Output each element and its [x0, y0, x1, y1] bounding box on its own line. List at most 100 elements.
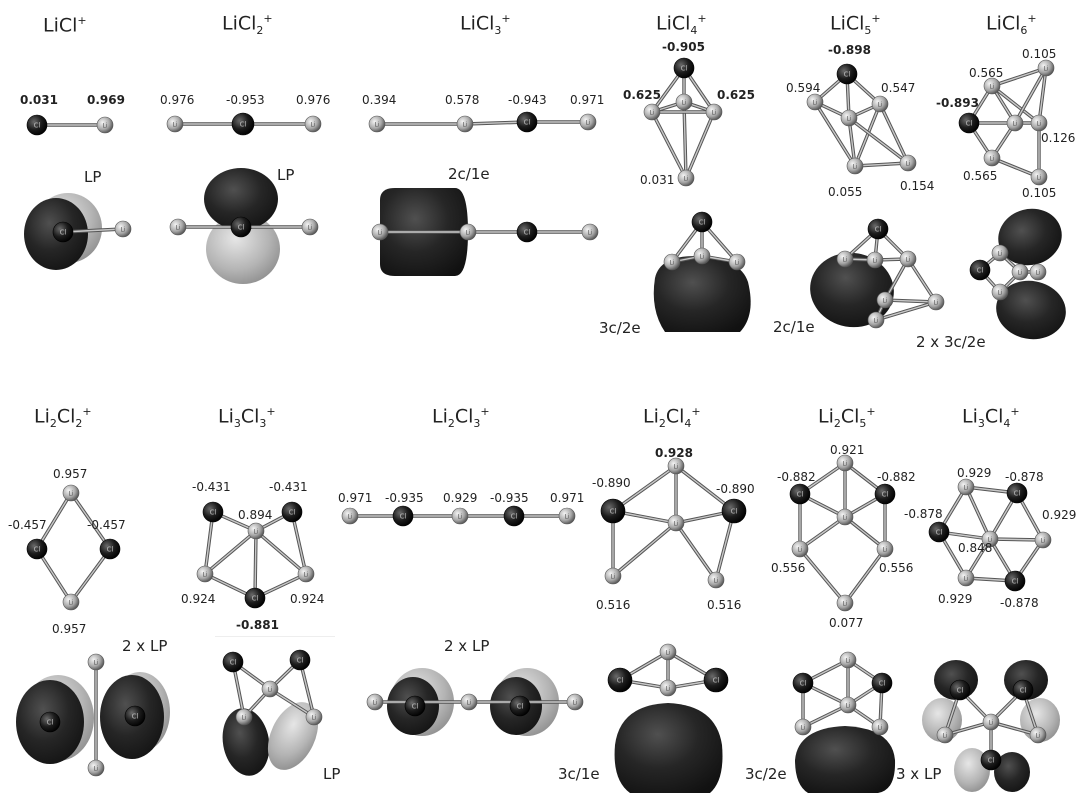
title-licl2: LiCl2+	[222, 12, 273, 38]
chlorine-symbol: Cl	[240, 121, 247, 129]
orbital-lobe	[222, 708, 270, 776]
bond-highlight	[70, 492, 111, 550]
chlorine-atom	[222, 651, 244, 673]
chlorine-atom	[1004, 570, 1026, 592]
charge-label: 0.976	[160, 93, 195, 107]
chlorine-symbol: Cl	[400, 513, 407, 521]
lithium-atom	[876, 540, 894, 558]
lithium-atom	[899, 250, 917, 268]
charge-label: 0.154	[900, 179, 935, 193]
charge-label: -0.882	[777, 470, 816, 484]
lithium-atom	[87, 759, 105, 777]
chlorine-atom	[871, 672, 893, 694]
chlorine-symbol: Cl	[132, 713, 139, 721]
lithium-symbol: Li	[564, 514, 569, 521]
lithium-atom	[87, 653, 105, 671]
charge-label: 0.565	[969, 66, 1004, 80]
lithium-symbol: Li	[665, 650, 670, 657]
chlorine-symbol: Cl	[617, 677, 624, 685]
lithium-atom	[1029, 263, 1047, 281]
orbital-lobe	[653, 255, 751, 332]
lithium-atom	[667, 457, 685, 475]
lithium-symbol: Li	[241, 715, 246, 722]
charge-label: -0.878	[904, 507, 943, 521]
lithium-symbol: Li	[93, 660, 98, 667]
bond-highlight	[799, 516, 846, 550]
lithium-symbol: Li	[466, 700, 471, 707]
lithium-symbol: Li	[872, 258, 877, 265]
lithium-symbol: Li	[267, 687, 272, 694]
lithium-symbol: Li	[649, 110, 654, 117]
chlorine-atom	[289, 649, 311, 671]
chlorine-atom	[1012, 679, 1034, 701]
bond-highlight	[612, 522, 677, 577]
lithium-atom	[604, 567, 622, 585]
chlorine-symbol: Cl	[524, 119, 531, 127]
bond-highlight	[204, 511, 214, 575]
chlorine-symbol: Cl	[882, 491, 889, 499]
charge-label: 0.929	[1042, 508, 1076, 522]
lithium-symbol: Li	[842, 515, 847, 522]
chlorine-atom	[99, 538, 121, 560]
lithium-atom	[659, 679, 677, 697]
orbital-lobe	[614, 703, 723, 793]
chlorine-atom	[124, 705, 146, 727]
lithium-symbol: Li	[933, 300, 938, 307]
lithium-symbol: Li	[1036, 121, 1041, 128]
lithium-atom	[371, 223, 389, 241]
chlorine-symbol: Cl	[1020, 687, 1027, 695]
bond-highlight	[204, 530, 257, 575]
bond-highlight	[464, 121, 528, 125]
lithium-atom	[677, 169, 695, 187]
orbital-lobe	[267, 702, 319, 770]
charge-label: -0.893	[936, 96, 979, 110]
charge-label: 0.894	[238, 508, 273, 522]
chlorine-atom	[231, 112, 255, 136]
orbital-label: 3 x LP	[896, 765, 942, 783]
chlorine-atom	[673, 57, 695, 79]
charge-label: 0.126	[1041, 131, 1076, 145]
chlorine-symbol: Cl	[1014, 490, 1021, 498]
chlorine-symbol: Cl	[107, 546, 114, 554]
bond-highlight	[1014, 67, 1047, 124]
orbital-label: 2 x 3c/2e	[916, 333, 986, 351]
lithium-symbol: Li	[372, 700, 377, 707]
bond-highlight	[854, 162, 909, 167]
chlorine-atom	[516, 221, 538, 243]
lithium-symbol: Li	[310, 122, 315, 129]
lithium-symbol: Li	[68, 600, 73, 607]
chlorine-atom	[789, 483, 811, 505]
orbital-label: LP	[323, 765, 341, 783]
bond-highlight	[675, 522, 717, 581]
charge-label: 0.625	[717, 88, 755, 102]
chlorine-symbol: Cl	[610, 508, 617, 516]
lithium-symbol: Li	[1040, 538, 1045, 545]
title-li3cl3: Li3Cl3+	[218, 405, 276, 431]
lithium-symbol: Li	[68, 491, 73, 498]
lithium-atom	[566, 693, 584, 711]
orbital-label: 3c/2e	[745, 765, 787, 783]
lithium-atom	[297, 565, 315, 583]
lithium-atom	[166, 115, 184, 133]
chlorine-symbol: Cl	[681, 65, 688, 73]
charge-label: -0.457	[87, 518, 126, 532]
chlorine-symbol: Cl	[511, 513, 518, 521]
orbital-label: LP	[277, 166, 295, 184]
orbital-lobe	[204, 168, 278, 230]
chlorine-symbol: Cl	[524, 229, 531, 237]
lithium-symbol: Li	[905, 161, 910, 168]
lithium-symbol: Li	[988, 720, 993, 727]
orbital-label: 2 x LP	[444, 637, 490, 655]
lithium-symbol: Li	[1012, 121, 1017, 128]
lithium-atom	[460, 693, 478, 711]
chlorine-symbol: Cl	[800, 680, 807, 688]
chlorine-symbol: Cl	[797, 491, 804, 499]
title-li2cl5: Li2Cl5+	[818, 405, 876, 431]
lithium-symbol: Li	[842, 601, 847, 608]
charge-label: 0.516	[596, 598, 631, 612]
chlorine-symbol: Cl	[297, 657, 304, 665]
lithium-symbol: Li	[120, 227, 125, 234]
charge-label: 0.556	[879, 561, 914, 575]
lithium-symbol: Li	[842, 257, 847, 264]
